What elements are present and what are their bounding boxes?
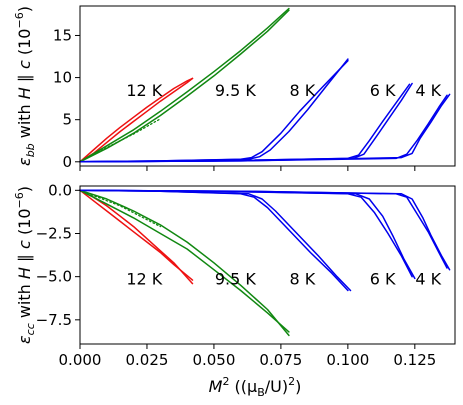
- top-annotation-0: 12 K: [126, 81, 162, 100]
- bottom-ylabel-h: H: [15, 267, 34, 279]
- top-annotation-2: 8 K: [289, 81, 315, 100]
- x-axis-label: M2 ((μB/U)2): [209, 375, 302, 399]
- bottom-ytick-label-1: −2.5: [36, 224, 72, 242]
- bottom-ylabel-parallel: ∥: [15, 249, 34, 267]
- top-ytick-label-3: 15: [53, 26, 72, 44]
- top-annotations: 12 K 9.5 K 8 K 6 K 4 K: [126, 81, 441, 100]
- top-ylabel-unit-close: ): [15, 6, 34, 12]
- xlabel-slash: /U): [265, 377, 288, 396]
- top-ytick-label-1: 5: [62, 111, 72, 129]
- top-panel: 12 K 9.5 K 8 K 6 K 4 K 0 5 10 15 εbb with H ∥ c…: [13, 5, 456, 171]
- bottom-ylabel-c: c: [15, 240, 34, 249]
- xlabel-sup2: 2: [288, 375, 295, 388]
- bottom-y-axis-label: εcc with H ∥ c (10−6): [13, 186, 37, 344]
- top-series-line-10: [79, 93, 451, 163]
- top-ylabel-unit-exp: −6: [13, 12, 26, 28]
- top-series-line-1: [79, 77, 194, 163]
- top-ylabel-with: with: [15, 99, 34, 143]
- xlabel-m: M: [209, 377, 223, 396]
- top-y-ticks: 0 5 10 15: [53, 26, 80, 171]
- top-annotation-1: 9.5 K: [215, 81, 257, 100]
- bottom-xtick-label-5: 0.125: [393, 351, 436, 369]
- bottom-xtick-label-1: 0.025: [125, 351, 168, 369]
- bottom-annotation-4: 4 K: [415, 269, 441, 288]
- bottom-annotations: 12 K 9.5 K 8 K 6 K 4 K: [126, 269, 441, 288]
- bottom-series-line-0: [79, 189, 194, 281]
- top-series-group: [79, 7, 451, 163]
- bottom-ylabel-unit-open: (10: [15, 208, 34, 240]
- bottom-xtick-label-0: 0.000: [59, 351, 102, 369]
- bottom-annotation-0: 12 K: [126, 269, 162, 288]
- top-ytick-label-2: 10: [53, 69, 72, 87]
- xlabel-open: ((: [229, 377, 247, 396]
- bottom-series-line-9: [79, 189, 448, 269]
- bottom-axes-frame: [79, 185, 456, 345]
- bottom-series-line-3: [79, 189, 290, 337]
- bottom-series-line-10: [79, 189, 451, 271]
- bottom-y-ticks: 0.0 −2.5 −5.0 −7.5: [36, 181, 80, 329]
- top-y-axis-label: εbb with H ∥ c (10−6): [13, 6, 37, 166]
- top-series-line-3: [79, 7, 290, 163]
- bottom-x-ticks: 0.000 0.025 0.050 0.075 0.100 0.125: [59, 344, 436, 369]
- bottom-ytick-label-2: −5.0: [36, 268, 72, 286]
- bottom-xtick-label-3: 0.075: [259, 351, 302, 369]
- top-ylabel-unit-open: (10: [15, 29, 34, 61]
- top-series-line-6: [79, 58, 349, 163]
- bottom-xtick-label-4: 0.100: [326, 351, 369, 369]
- top-series-line-4: [79, 118, 162, 163]
- top-x-ticks: [79, 166, 416, 171]
- bottom-series-line-8: [79, 189, 416, 280]
- bottom-series-line-4: [79, 189, 162, 228]
- bottom-ylabel-unit-exp: −6: [13, 192, 26, 208]
- xlabel-close: ): [295, 377, 301, 396]
- bottom-series-line-6: [79, 189, 352, 292]
- top-ylabel-subscript: bb: [24, 143, 37, 157]
- bottom-xtick-label-2: 0.050: [192, 351, 235, 369]
- xlabel-mu: μ: [247, 377, 257, 396]
- bottom-ylabel-unit-close: ): [15, 186, 34, 192]
- xlabel-sup: 2: [222, 375, 229, 388]
- top-annotation-4: 4 K: [415, 81, 441, 100]
- bottom-series-line-7: [79, 189, 413, 278]
- bottom-ylabel-with: with: [15, 279, 34, 323]
- bottom-annotation-1: 9.5 K: [215, 269, 257, 288]
- bottom-annotation-2: 8 K: [289, 269, 315, 288]
- top-ytick-label-0: 0: [62, 153, 72, 171]
- bottom-ytick-label-3: −7.5: [36, 311, 72, 329]
- bottom-ylabel-subscript: cc: [24, 323, 37, 335]
- bottom-annotation-3: 6 K: [370, 269, 396, 288]
- top-ylabel-parallel: ∥: [15, 69, 34, 87]
- top-axes-frame: [79, 5, 456, 167]
- top-ylabel-h: H: [15, 87, 34, 99]
- top-ylabel-c: c: [15, 60, 34, 69]
- top-ylabel-epsilon: ε: [15, 157, 34, 166]
- top-series-line-0: [79, 77, 194, 163]
- bottom-series-line-2: [79, 189, 290, 333]
- bottom-ylabel-epsilon: ε: [15, 335, 34, 344]
- xlabel-sub: B: [257, 386, 265, 399]
- bottom-panel: 12 K 9.5 K 8 K 6 K 4 K 0.0 −2.5 −5.0 −7.5 0.000…: [13, 181, 456, 399]
- bottom-ytick-label-0: 0.0: [48, 181, 72, 199]
- bottom-series-group: [79, 189, 451, 337]
- top-annotation-3: 6 K: [370, 81, 396, 100]
